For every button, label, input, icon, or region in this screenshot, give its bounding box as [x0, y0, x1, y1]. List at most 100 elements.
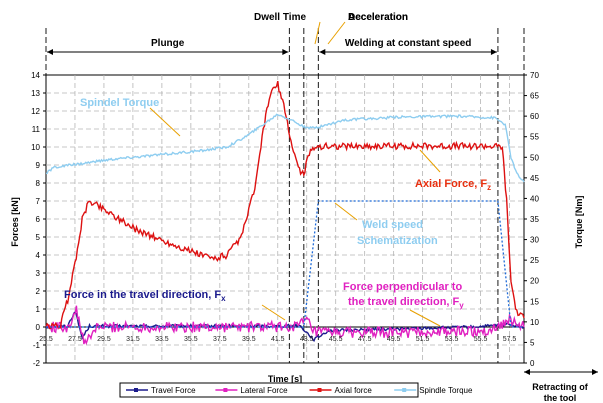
x-tick-label: 49.5: [387, 336, 401, 343]
x-tick-label: 47.5: [358, 336, 372, 343]
phase-arrowhead-right: [282, 49, 289, 55]
y-right-tick-label: 55: [530, 133, 539, 142]
annotations: Spindel Torque Axial Force, Fz Weld spee…: [64, 21, 491, 327]
x-tick-label: 55.5: [474, 336, 488, 343]
legend-marker: [134, 388, 138, 392]
y-left-tick-label: 13: [31, 89, 40, 98]
arrow-travel-force: [261, 304, 286, 321]
legend: Travel Force Lateral Force Axial force Spin…: [119, 382, 473, 398]
x-tick-label: 51.5: [416, 336, 430, 343]
x-tick-label: 43.5: [300, 336, 314, 343]
phase-arrowhead-right: [490, 49, 497, 55]
annotation-lateral-force-sub: y: [459, 301, 464, 310]
x-tick-label: 41.5: [271, 336, 285, 343]
annotation-travel-force: Force in the travel direction, Fx: [64, 289, 226, 303]
y-left-tick-label: 9: [36, 161, 41, 170]
x-tick-label: 27.5: [68, 336, 82, 343]
legend-marker: [317, 388, 322, 392]
y-right-tick-label: 10: [530, 318, 539, 327]
y-right-tick-label: 25: [530, 256, 539, 265]
legend-box: [119, 382, 419, 398]
x-axis-label: Time [s]: [268, 374, 302, 384]
y-right-tick-label: 5: [530, 338, 535, 347]
series-line: [45, 113, 525, 183]
y-right-tick-label: 45: [530, 174, 539, 183]
annotation-retracting-1: Retracting of: [532, 382, 589, 392]
phase-arrowhead-left: [319, 49, 326, 55]
phase-header: Plunge Dwell Time Acceleration Welding at c…: [47, 12, 497, 55]
phase-label: Deceleration: [348, 12, 408, 23]
phase-lines: [45, 28, 525, 363]
x-tick-label: 37.5: [213, 336, 227, 343]
annotation-axial-force-sub: z: [487, 183, 491, 192]
y-right-tick-label: 60: [530, 112, 539, 121]
y-left-tick-label: 11: [32, 125, 41, 134]
y-right-tick-label: 0: [530, 359, 535, 368]
x-tick-label: 57.5: [503, 336, 517, 343]
y-axis-right-label: Torque [Nm]: [574, 196, 584, 249]
annotation-retracting-2: the tool: [544, 393, 577, 403]
phase-label: Dwell Time: [254, 12, 306, 23]
x-tick-label: 35.5: [184, 336, 198, 343]
legend-label: Travel Force: [151, 386, 196, 395]
annotation-travel-force-sub: x: [221, 294, 226, 303]
y-left-tick-label: -2: [33, 359, 41, 368]
x-tick-label: 25.5: [39, 336, 53, 343]
y-right-tick-label: 70: [530, 71, 539, 80]
annotation-travel-force-text: Force in the travel direction, F: [64, 289, 221, 301]
series-layer: [45, 80, 525, 346]
legend-label: Spindle Torque: [419, 386, 473, 395]
y-left-tick-label: 0: [36, 323, 41, 332]
series-line: [45, 305, 525, 346]
arrow-acceleration: [327, 21, 346, 45]
phase-label: Acceleration: [348, 12, 408, 23]
x-tick-label: 33.5: [155, 336, 169, 343]
retracting-arrowhead-left: [524, 369, 530, 375]
arrow-dwell-time: [314, 21, 321, 45]
y-left-tick-label: 3: [36, 269, 41, 278]
y-left-tick-label: 10: [31, 143, 40, 152]
y-right-tick-label: 35: [530, 215, 539, 224]
y-left-tick-label: 2: [36, 287, 41, 296]
y-left-tick-label: 6: [36, 215, 41, 224]
phase-label: Welding at constant speed: [345, 38, 472, 49]
phase-arrowhead-left: [47, 49, 53, 55]
arrow-spindle-torque: [149, 107, 181, 137]
plot-area: [45, 74, 525, 364]
x-tick-label: 29.5: [97, 336, 111, 343]
y-left-tick-label: 12: [31, 107, 40, 116]
y-left-tick-label: 7: [36, 197, 41, 206]
x-tick-label: 53.5: [445, 336, 459, 343]
x-tick-label: 39.5: [242, 336, 256, 343]
y-left-tick-label: 8: [36, 179, 41, 188]
annotation-lateral-force-2-text: the travel direction, F: [348, 296, 460, 308]
y-axis-left-label: Forces [kN]: [10, 197, 20, 247]
legend-label: Axial force: [335, 386, 373, 395]
y-right-tick-label: 15: [530, 297, 539, 306]
y-right-tick-label: 65: [530, 92, 539, 101]
arrow-axial-force: [419, 149, 441, 173]
series-line: [45, 80, 525, 330]
annotation-weld-speed-1: Weld speed: [362, 219, 423, 231]
arrow-weld-speed: [334, 202, 358, 221]
annotation-axial-force: Axial Force, Fz: [415, 178, 491, 192]
annotation-lateral-force-1: Force perpendicular to: [343, 281, 462, 293]
x-tick-label: 31.5: [126, 336, 140, 343]
annotation-lateral-force-2: the travel direction, Fy: [348, 296, 464, 310]
legend-marker: [402, 388, 407, 392]
y-right-tick-label: 30: [530, 236, 539, 245]
arrow-lateral-force: [409, 309, 441, 327]
y-left-tick-label: 5: [36, 233, 41, 242]
x-tick-label: 45.5: [329, 336, 343, 343]
annotation-axial-force-text: Axial Force, F: [415, 178, 487, 190]
y-left-tick-label: 1: [36, 305, 41, 314]
ticks: -2-1012345678910111213140510152025303540…: [31, 71, 539, 368]
legend-label: Lateral Force: [240, 386, 288, 395]
series-line: [46, 200, 524, 328]
y-left-tick-label: 4: [36, 251, 41, 260]
y-right-tick-label: 40: [530, 194, 539, 203]
legend-marker: [223, 388, 228, 392]
y-right-tick-label: 50: [530, 153, 539, 162]
y-left-tick-label: -1: [33, 341, 41, 350]
